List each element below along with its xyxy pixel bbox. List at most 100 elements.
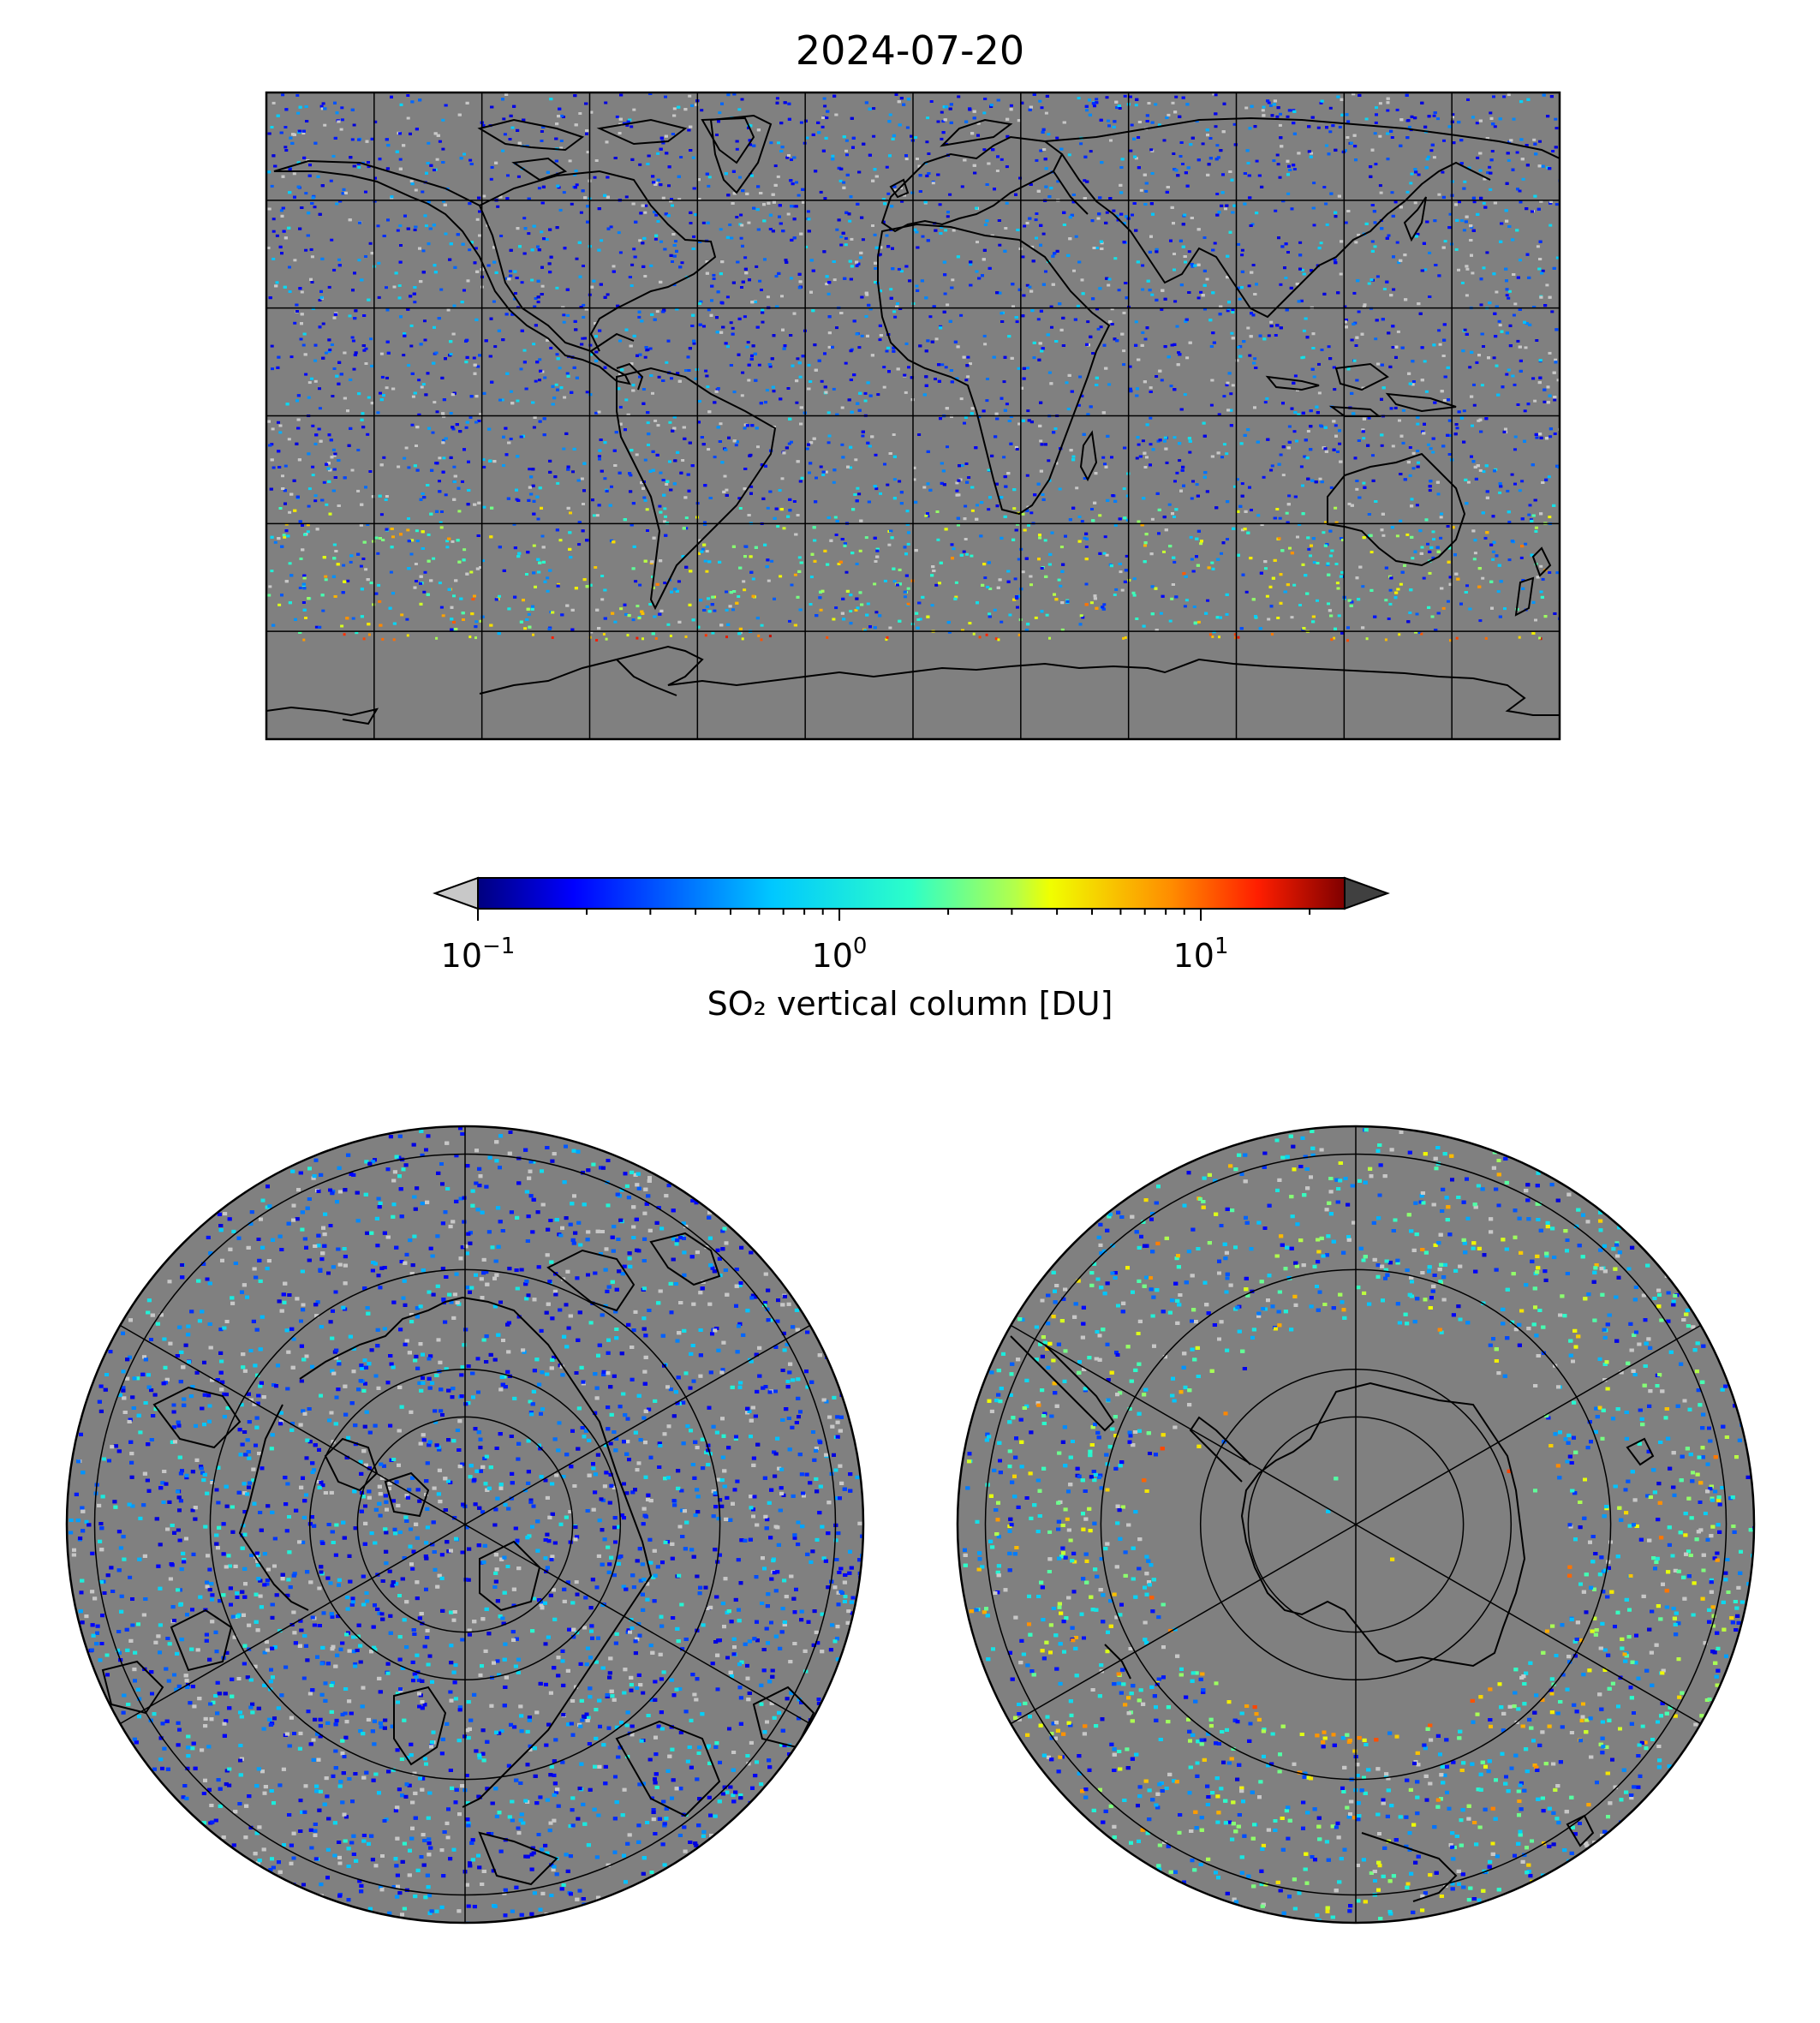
global-data-pixel <box>350 336 355 339</box>
global-data-pixel <box>863 391 868 395</box>
global-data-pixel <box>1478 619 1483 623</box>
global-data-pixel <box>819 190 823 194</box>
global-data-pixel <box>1396 330 1400 333</box>
global-data-pixel <box>1426 542 1429 546</box>
global-data-pixel <box>1090 508 1094 510</box>
global-data-pixel <box>755 265 759 268</box>
global-data-pixel <box>780 295 784 298</box>
global-data-pixel <box>532 544 536 547</box>
global-data-pixel <box>337 258 341 261</box>
global-data-pixel <box>310 255 314 259</box>
global-data-pixel <box>1382 288 1387 290</box>
global-data-pixel <box>1524 542 1528 546</box>
global-data-pixel <box>1498 324 1502 327</box>
global-data-pixel <box>376 224 380 228</box>
global-data-pixel <box>638 583 642 587</box>
global-data-pixel <box>883 579 887 582</box>
global-data-pixel <box>527 612 531 616</box>
global-data-pixel <box>320 107 325 110</box>
global-data-pixel <box>1028 285 1032 289</box>
global-data-pixel <box>940 110 944 114</box>
global-data-pixel <box>1519 556 1524 559</box>
global-data-pixel <box>758 279 762 283</box>
global-data-pixel <box>777 141 780 145</box>
global-data-pixel <box>1225 452 1229 456</box>
global-data-pixel <box>844 243 848 247</box>
global-data-pixel <box>313 206 317 209</box>
global-data-pixel <box>1232 122 1237 126</box>
global-data-pixel <box>1415 504 1419 507</box>
global-data-pixel <box>1135 618 1139 620</box>
global-data-pixel <box>630 125 634 128</box>
global-data-pixel <box>1352 291 1357 295</box>
global-data-pixel <box>689 222 693 224</box>
global-data-pixel <box>874 560 878 563</box>
global-data-pixel <box>644 204 648 207</box>
global-data-pixel <box>563 396 567 399</box>
global-data-pixel <box>1529 518 1533 522</box>
global-data-pixel <box>1538 140 1542 143</box>
global-data-pixel <box>1102 603 1107 606</box>
global-data-pixel <box>1119 570 1123 574</box>
global-data-pixel <box>966 355 970 359</box>
global-data-pixel <box>874 611 879 614</box>
global-data-pixel <box>1101 456 1106 459</box>
global-data-pixel <box>1334 563 1339 565</box>
global-data-pixel <box>411 395 415 398</box>
global-data-pixel <box>1408 474 1412 477</box>
global-data-pixel <box>840 443 844 446</box>
global-data-pixel <box>787 442 791 445</box>
global-data-pixel <box>283 146 288 149</box>
global-data-pixel <box>643 275 647 277</box>
global-data-pixel <box>618 132 622 134</box>
global-data-pixel <box>1014 445 1018 449</box>
global-data-pixel <box>719 228 723 231</box>
global-data-pixel <box>1539 564 1543 568</box>
global-data-pixel <box>414 188 418 192</box>
global-data-pixel <box>580 477 584 480</box>
global-data-pixel <box>1113 257 1118 260</box>
global-data-pixel <box>1262 105 1266 109</box>
figure-title: 2024-07-20 <box>0 27 1820 74</box>
global-data-pixel <box>672 107 677 110</box>
global-data-pixel <box>809 576 814 579</box>
global-data-pixel <box>1244 106 1249 110</box>
global-data-pixel <box>1016 606 1019 609</box>
global-data-pixel <box>1179 155 1183 158</box>
global-data-pixel <box>1038 99 1042 103</box>
global-data-pixel <box>1554 358 1558 361</box>
global-data-pixel <box>826 411 831 415</box>
global-data-pixel <box>1463 180 1467 183</box>
global-data-pixel <box>1110 307 1114 311</box>
global-data-pixel <box>1162 139 1167 142</box>
global-data-pixel <box>651 576 655 578</box>
global-data-pixel <box>575 257 579 260</box>
global-data-pixel <box>1171 101 1175 104</box>
global-data-pixel <box>376 552 380 555</box>
global-data-pixel <box>823 197 827 200</box>
global-data-pixel <box>1390 136 1394 139</box>
global-data-pixel <box>883 462 886 466</box>
global-data-pixel <box>1503 607 1507 611</box>
global-data-pixel <box>677 198 682 201</box>
global-data-pixel <box>1427 443 1430 446</box>
global-data-pixel <box>1325 223 1329 226</box>
global-data-pixel <box>385 495 389 498</box>
global-data-pixel <box>1307 547 1311 551</box>
global-data-pixel <box>342 564 346 567</box>
global-data-pixel <box>643 211 647 214</box>
global-data-pixel <box>1492 95 1495 98</box>
global-data-pixel <box>1000 312 1004 315</box>
global-data-pixel <box>1023 224 1027 228</box>
global-data-pixel <box>946 215 950 218</box>
global-data-pixel <box>1408 612 1412 614</box>
global-data-pixel <box>1325 144 1328 147</box>
global-data-pixel <box>820 125 825 128</box>
global-data-pixel <box>1181 163 1184 165</box>
global-data-pixel <box>1479 303 1483 307</box>
global-data-pixel <box>413 301 417 304</box>
global-data-pixel <box>667 184 671 188</box>
global-data-pixel <box>577 543 582 546</box>
global-data-pixel <box>918 618 922 621</box>
